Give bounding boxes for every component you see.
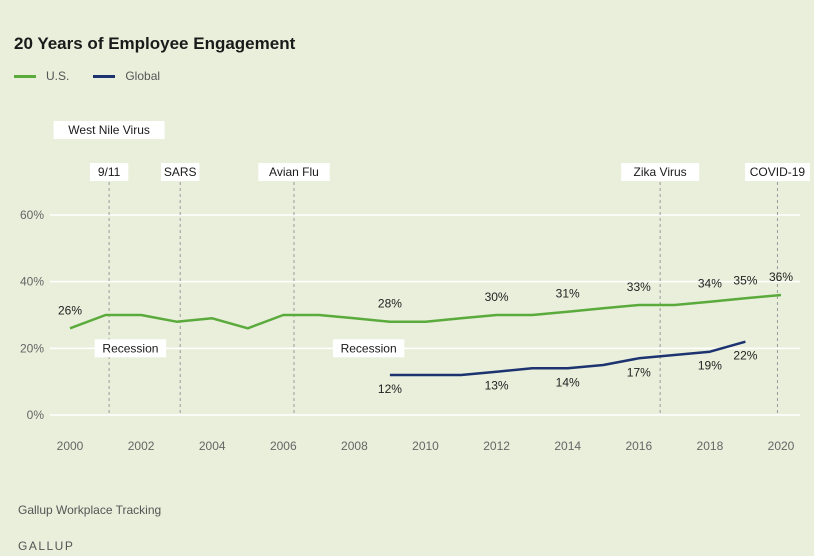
data-label-global: 22% xyxy=(733,349,757,363)
brand-logo-text: GALLUP xyxy=(18,539,75,553)
annotation-recession-bg xyxy=(94,339,167,358)
series-line-global xyxy=(389,340,746,377)
x-tick-label: 2010 xyxy=(412,439,439,453)
data-label-us: 33% xyxy=(627,280,651,294)
event-label: COVID-19 xyxy=(750,165,806,179)
event-label-bg xyxy=(621,163,700,181)
series-line-us xyxy=(69,293,782,330)
data-label-us: 35% xyxy=(733,273,757,287)
x-tick-label: 2006 xyxy=(270,439,297,453)
event-label-bg xyxy=(161,163,200,181)
event-label-bg xyxy=(745,163,810,181)
event-label: 9/11 xyxy=(98,165,121,179)
legend-label-us: U.S. xyxy=(46,69,70,83)
event-label-bg xyxy=(89,163,129,181)
y-tick-label: 0% xyxy=(27,408,45,422)
event-label: Avian Flu xyxy=(269,165,319,179)
legend-label-global: Global xyxy=(125,69,161,83)
data-label-global: 17% xyxy=(627,365,651,379)
x-tick-label: 2014 xyxy=(554,439,581,453)
chart-title: 20 Years of Employee Engagement xyxy=(14,34,296,53)
legend-swatch-us xyxy=(14,74,36,78)
data-label-global: 12% xyxy=(378,382,402,396)
annotation-recession: Recession xyxy=(102,341,158,355)
y-tick-label: 40% xyxy=(20,275,44,289)
x-tick-label: 2002 xyxy=(128,439,155,453)
data-label-us: 36% xyxy=(769,270,793,284)
legend-swatch-global xyxy=(93,74,116,78)
event-label-bg xyxy=(258,163,330,181)
line-chart: 0% 20% 40% 60% 2000 2002 2004 2006 2008 2010 2012 2… xyxy=(20,121,810,453)
legend-item-us: U.S. xyxy=(14,69,69,83)
x-tick-label: 2016 xyxy=(625,439,652,453)
y-tick-label: 60% xyxy=(20,208,44,222)
data-label-global: 19% xyxy=(698,359,722,373)
x-tick-label: 2012 xyxy=(483,439,510,453)
data-label-us: 26% xyxy=(58,303,82,317)
y-tick-label: 20% xyxy=(20,341,44,355)
data-label-global: 13% xyxy=(485,379,509,393)
x-tick-label: 2018 xyxy=(697,439,724,453)
event-label: West Nile Virus xyxy=(68,123,150,137)
data-label-us: 30% xyxy=(485,290,509,304)
event-label-bg xyxy=(53,121,165,139)
x-tick-label: 2004 xyxy=(199,439,226,453)
data-label-us: 28% xyxy=(378,297,402,311)
source-note: Gallup Workplace Tracking xyxy=(18,503,162,517)
x-tick-label: 2020 xyxy=(768,439,795,453)
x-tick-label: 2008 xyxy=(341,439,368,453)
event-label: SARS xyxy=(164,165,197,179)
data-label-global: 14% xyxy=(556,375,580,389)
annotation-recession: Recession xyxy=(341,341,397,355)
annotation-recession-bg xyxy=(332,339,405,358)
data-label-us: 31% xyxy=(556,287,580,301)
x-tick-label: 2000 xyxy=(57,439,84,453)
data-label-us: 34% xyxy=(698,277,722,291)
legend-item-global: Global xyxy=(93,69,160,83)
event-label: Zika Virus xyxy=(634,165,687,179)
legend: U.S. Global xyxy=(14,69,184,83)
